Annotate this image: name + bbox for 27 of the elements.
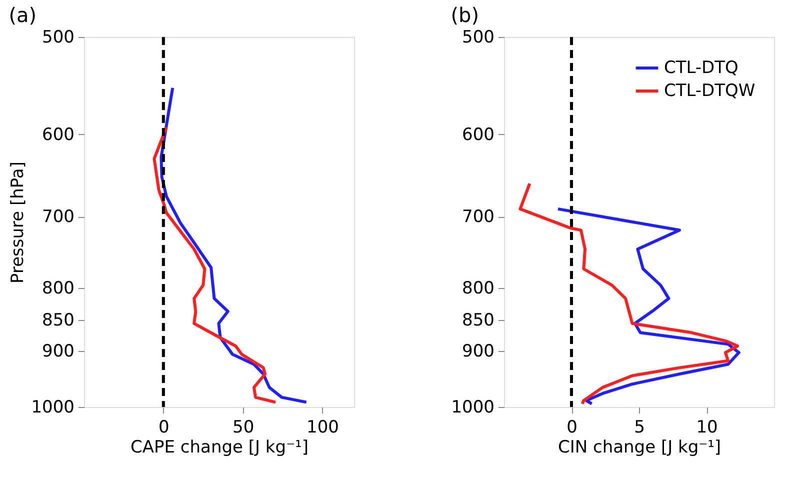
y-tick-label: 850 [42, 310, 74, 331]
y-tick-label: 900 [42, 341, 74, 362]
legend-label: CTL-DTQW [664, 81, 756, 101]
y-tick-label: 600 [42, 124, 74, 145]
legend-label: CTL-DTQ [664, 58, 738, 78]
x-tick-label: 10 [696, 418, 718, 438]
y-axis-title: Pressure [hPa] [8, 162, 28, 284]
y-tick-label: 800 [462, 278, 494, 298]
x-axis-title: CIN change [J kg⁻¹] [558, 438, 722, 458]
y-tick-label: 600 [462, 124, 494, 145]
x-tick-label: 50 [232, 418, 254, 438]
x-axis-title: CAPE change [J kg⁻¹] [130, 438, 308, 458]
chart-title: (b) [450, 3, 480, 27]
y-tick-label: 500 [42, 28, 74, 48]
y-tick-label: 500 [462, 28, 494, 48]
y-tick-label: 800 [42, 278, 74, 298]
x-tick-label: 100 [306, 418, 339, 438]
chart-title: (a) [8, 3, 37, 27]
x-tick-label: 0 [566, 418, 578, 438]
y-tick-label: 900 [462, 341, 494, 362]
y-tick-label: 700 [42, 207, 74, 228]
x-tick-label: 0 [158, 418, 170, 438]
y-tick-label: 1000 [451, 398, 494, 418]
y-tick-label: 850 [462, 310, 494, 331]
x-tick-label: 5 [634, 418, 645, 438]
y-tick-label: 700 [462, 207, 494, 228]
y-tick-label: 1000 [31, 398, 74, 418]
